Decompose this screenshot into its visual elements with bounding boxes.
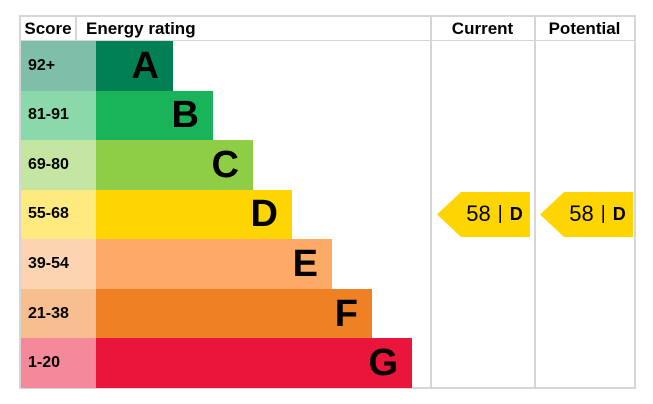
band-letter-g: G bbox=[368, 342, 398, 385]
current-score-value: 58 bbox=[466, 201, 491, 227]
band-row-b: 81-91 B bbox=[21, 90, 633, 141]
score-range-c: 69-80 bbox=[21, 140, 96, 190]
current-separator: | bbox=[497, 203, 503, 225]
table-left-rule bbox=[19, 15, 21, 389]
current-column-header: Current bbox=[451, 19, 514, 38]
potential-separator: | bbox=[600, 203, 606, 225]
band-letter-a: A bbox=[131, 44, 159, 87]
header-underline-rule bbox=[20, 39, 635, 42]
table-top-rule bbox=[20, 15, 635, 17]
potential-column-divider bbox=[534, 15, 536, 389]
band-letter-d: D bbox=[250, 193, 278, 236]
band-bar-e: E bbox=[96, 239, 332, 289]
current-rating-letter: D bbox=[509, 203, 523, 224]
score-range-f: 21-38 bbox=[21, 288, 96, 339]
band-row-e: 39-54 E bbox=[21, 239, 633, 289]
rating-bands: 92+ A 81-91 B 69-80 C 55-68 D 39-54 E 21-38 F 1-20 G bbox=[21, 41, 633, 388]
band-bar-d: D bbox=[96, 189, 292, 240]
score-range-g: 1-20 bbox=[21, 338, 96, 388]
band-row-f: 21-38 F bbox=[21, 288, 633, 339]
band-bar-g: G bbox=[96, 338, 412, 388]
band-row-d: 55-68 D bbox=[21, 189, 633, 240]
potential-rating-letter: D bbox=[612, 203, 626, 224]
score-range-e: 39-54 bbox=[21, 239, 96, 289]
band-bar-a: A bbox=[96, 41, 173, 91]
score-range-d: 55-68 bbox=[21, 189, 96, 240]
table-bottom-rule bbox=[20, 387, 635, 389]
potential-score-value: 58 bbox=[569, 201, 594, 227]
band-letter-f: F bbox=[334, 292, 358, 335]
score-column-header: Score bbox=[24, 19, 72, 38]
score-range-a: 92+ bbox=[21, 41, 96, 91]
band-row-g: 1-20 G bbox=[21, 338, 633, 388]
band-row-a: 92+ A bbox=[21, 41, 633, 91]
band-letter-c: C bbox=[211, 143, 239, 186]
band-letter-e: E bbox=[292, 243, 318, 286]
band-letter-b: B bbox=[171, 94, 199, 137]
table-right-rule bbox=[634, 15, 636, 389]
band-bar-c: C bbox=[96, 140, 253, 190]
band-bar-b: B bbox=[96, 90, 213, 141]
current-column-divider bbox=[430, 15, 432, 389]
band-row-c: 69-80 C bbox=[21, 140, 633, 190]
potential-column-header: Potential bbox=[548, 19, 621, 38]
energy-rating-column-header: Energy rating bbox=[86, 19, 196, 38]
band-bar-f: F bbox=[96, 288, 372, 339]
score-range-b: 81-91 bbox=[21, 90, 96, 141]
